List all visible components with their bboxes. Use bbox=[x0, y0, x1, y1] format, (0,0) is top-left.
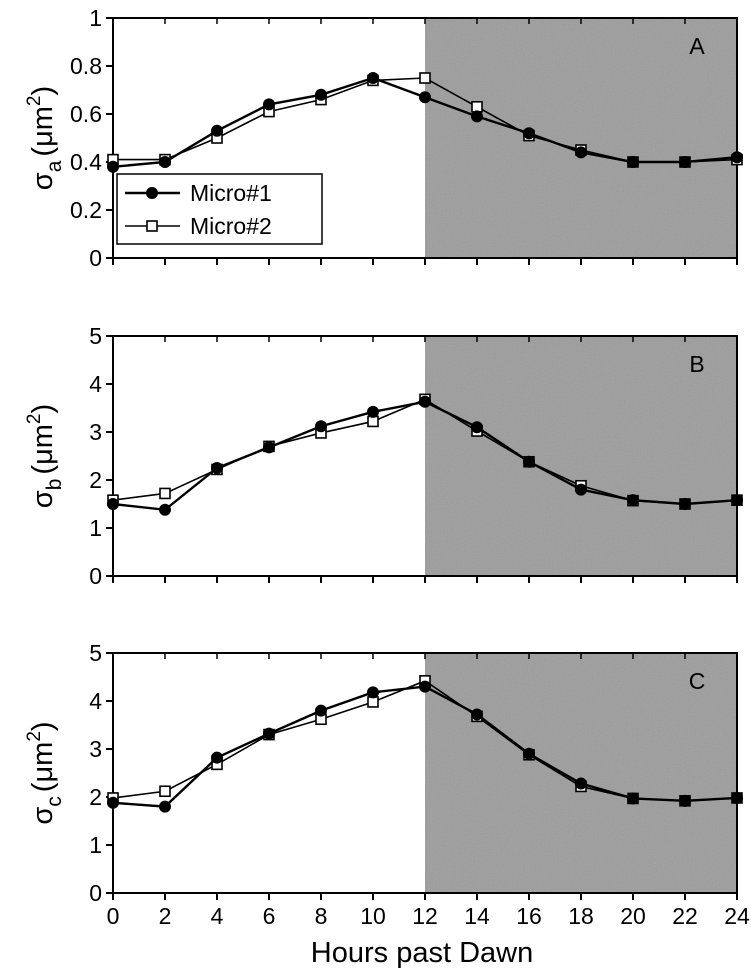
panel-label: C bbox=[689, 668, 706, 694]
data-point-micro1 bbox=[315, 420, 327, 433]
data-point-micro1 bbox=[679, 156, 691, 168]
legend-marker-micro1 bbox=[146, 187, 158, 199]
y-tick-label: 0.6 bbox=[70, 101, 102, 127]
data-point-micro1 bbox=[263, 441, 275, 454]
data-point-micro1 bbox=[471, 110, 483, 123]
x-tick-label: 18 bbox=[568, 903, 594, 929]
data-point-micro1 bbox=[107, 160, 119, 173]
data-point-micro1 bbox=[627, 792, 639, 805]
x-tick-label: 20 bbox=[620, 903, 646, 929]
data-point-micro1 bbox=[575, 777, 587, 790]
data-point-micro1 bbox=[315, 88, 327, 101]
x-tick-label: 4 bbox=[211, 903, 224, 929]
legend-box bbox=[116, 173, 323, 245]
y-tick-label: 1 bbox=[89, 515, 102, 541]
data-point-micro1 bbox=[211, 751, 223, 764]
data-point-micro1 bbox=[575, 146, 587, 159]
y-tick-label: 0.4 bbox=[70, 149, 102, 175]
x-axis-label: Hours past Dawn bbox=[311, 937, 533, 969]
data-point-micro1 bbox=[523, 747, 535, 760]
y-tick-label: 1 bbox=[89, 832, 102, 858]
data-point-micro2 bbox=[159, 785, 171, 798]
data-point-micro1 bbox=[523, 455, 535, 468]
dark-period-shading bbox=[425, 336, 737, 576]
y-tick-label: 0 bbox=[89, 880, 102, 906]
y-tick-label: 4 bbox=[89, 371, 102, 397]
data-point-micro1 bbox=[263, 98, 275, 111]
data-point-micro1 bbox=[211, 462, 223, 474]
data-point-micro1 bbox=[159, 156, 171, 168]
data-point-micro1 bbox=[263, 727, 275, 740]
y-tick-label: 3 bbox=[89, 736, 102, 762]
x-tick-label: 8 bbox=[315, 903, 328, 929]
data-point-micro2 bbox=[159, 487, 171, 500]
data-point-micro1 bbox=[419, 91, 431, 104]
y-tick-label: 3 bbox=[89, 419, 102, 445]
dark-period-shading bbox=[425, 18, 737, 258]
data-point-micro1 bbox=[731, 151, 743, 164]
y-axis-label: σa(μm2) bbox=[24, 86, 66, 190]
y-tick-label: 0.2 bbox=[70, 197, 102, 223]
data-point-micro1 bbox=[159, 503, 171, 516]
x-tick-label: 10 bbox=[360, 903, 386, 929]
chart-panel-a: 0 0.2 0.4 0.6 0.8 1 σa(μm2) A Micro#1 Micro#2 bbox=[24, 5, 743, 271]
y-tick-label: 0 bbox=[89, 563, 102, 589]
panel-label: B bbox=[689, 351, 704, 377]
data-point-micro1 bbox=[679, 794, 691, 807]
x-tick-label: 24 bbox=[724, 903, 750, 929]
data-point-micro1 bbox=[627, 494, 639, 507]
data-point-micro1 bbox=[575, 483, 587, 496]
y-axis-label: σc(μm2) bbox=[24, 721, 66, 824]
x-tick-label: 6 bbox=[263, 903, 276, 929]
y-tick-label: 5 bbox=[89, 323, 102, 349]
panel-label: A bbox=[689, 33, 705, 59]
data-point-micro1 bbox=[627, 156, 639, 168]
data-point-micro1 bbox=[107, 796, 119, 809]
data-point-micro2 bbox=[419, 72, 431, 84]
data-point-micro1 bbox=[471, 421, 483, 434]
data-point-micro2 bbox=[367, 415, 379, 428]
y-tick-label: 1 bbox=[89, 5, 102, 31]
data-point-micro1 bbox=[679, 498, 691, 510]
data-point-micro1 bbox=[159, 800, 171, 813]
data-point-micro2 bbox=[367, 696, 379, 708]
x-tick-label: 14 bbox=[464, 903, 490, 929]
data-point-micro1 bbox=[367, 686, 379, 699]
data-point-micro1 bbox=[367, 405, 379, 418]
data-point-micro2 bbox=[471, 101, 483, 113]
y-tick-label: 4 bbox=[89, 688, 102, 714]
data-point-micro1 bbox=[419, 395, 431, 408]
legend: Micro#1 Micro#2 bbox=[116, 173, 323, 245]
x-tick-label: 22 bbox=[672, 903, 698, 929]
y-tick-label: 2 bbox=[89, 784, 102, 810]
x-tick-label: 2 bbox=[159, 903, 172, 929]
data-point-micro1 bbox=[107, 498, 119, 510]
data-point-micro1 bbox=[731, 494, 743, 507]
y-axis-label: σb(μm2) bbox=[24, 404, 66, 508]
data-point-micro1 bbox=[731, 791, 743, 804]
data-point-micro1 bbox=[367, 72, 379, 84]
dark-period-shading bbox=[425, 653, 737, 893]
y-tick-label: 2 bbox=[89, 467, 102, 493]
y-tick-label: 5 bbox=[89, 640, 102, 666]
legend-label-micro1: Micro#1 bbox=[190, 180, 272, 206]
data-point-micro1 bbox=[211, 124, 223, 137]
y-tick-label: 0 bbox=[89, 245, 102, 271]
legend-label-micro2: Micro#2 bbox=[190, 213, 272, 239]
x-tick-label: 16 bbox=[516, 903, 542, 929]
x-tick-label: 0 bbox=[107, 903, 120, 929]
data-point-micro1 bbox=[523, 127, 535, 140]
data-point-micro1 bbox=[315, 704, 327, 717]
x-tick-label: 12 bbox=[412, 903, 438, 929]
data-point-micro1 bbox=[471, 708, 483, 721]
y-tick-label: 0.8 bbox=[70, 53, 102, 79]
chart-panel-b: 0 1 2 3 4 5 σb(μm2) B bbox=[24, 323, 743, 589]
data-point-micro1 bbox=[419, 680, 431, 693]
legend-marker-micro2 bbox=[146, 220, 158, 232]
